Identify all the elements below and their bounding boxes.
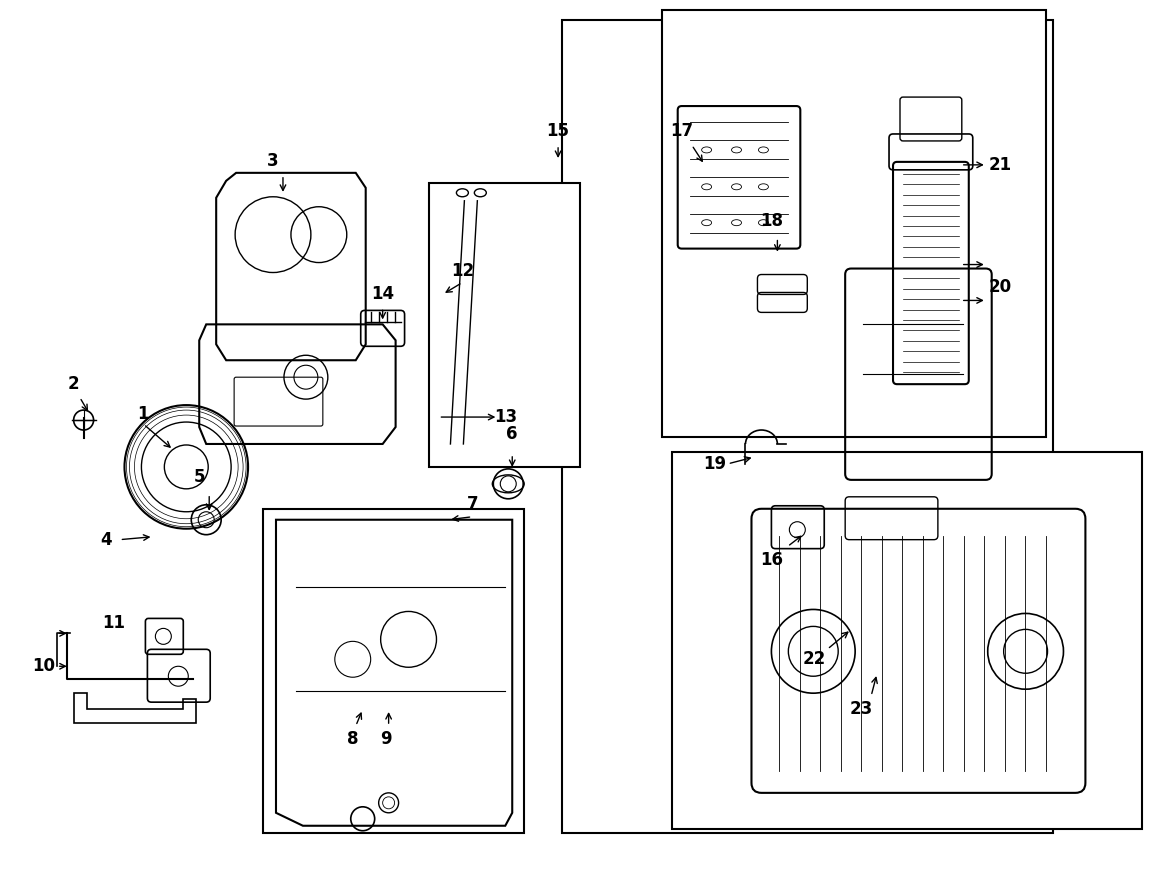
Bar <box>562 20 1052 833</box>
Text: 16: 16 <box>760 550 782 569</box>
Text: 10: 10 <box>32 657 55 675</box>
Text: 18: 18 <box>760 212 782 229</box>
Bar <box>428 183 579 467</box>
Bar <box>263 508 524 833</box>
Text: 12: 12 <box>450 262 474 280</box>
Text: 17: 17 <box>670 122 693 140</box>
Bar <box>662 10 1045 437</box>
Text: 8: 8 <box>347 730 359 748</box>
Text: 4: 4 <box>101 531 113 548</box>
Text: 14: 14 <box>371 285 394 303</box>
Text: 9: 9 <box>380 730 392 748</box>
Text: 3: 3 <box>267 152 279 170</box>
Bar <box>672 452 1143 828</box>
Text: 5: 5 <box>194 468 205 486</box>
Text: 19: 19 <box>703 455 726 473</box>
Text: 13: 13 <box>494 408 517 426</box>
Text: 1: 1 <box>137 405 149 423</box>
Text: 22: 22 <box>802 651 826 668</box>
Text: 15: 15 <box>547 122 570 140</box>
Text: 6: 6 <box>507 425 518 443</box>
Text: 23: 23 <box>849 700 873 719</box>
Text: 20: 20 <box>989 278 1012 296</box>
Text: 21: 21 <box>989 156 1012 174</box>
Text: 2: 2 <box>68 375 80 393</box>
Text: 11: 11 <box>102 615 126 632</box>
Text: 7: 7 <box>467 494 479 513</box>
